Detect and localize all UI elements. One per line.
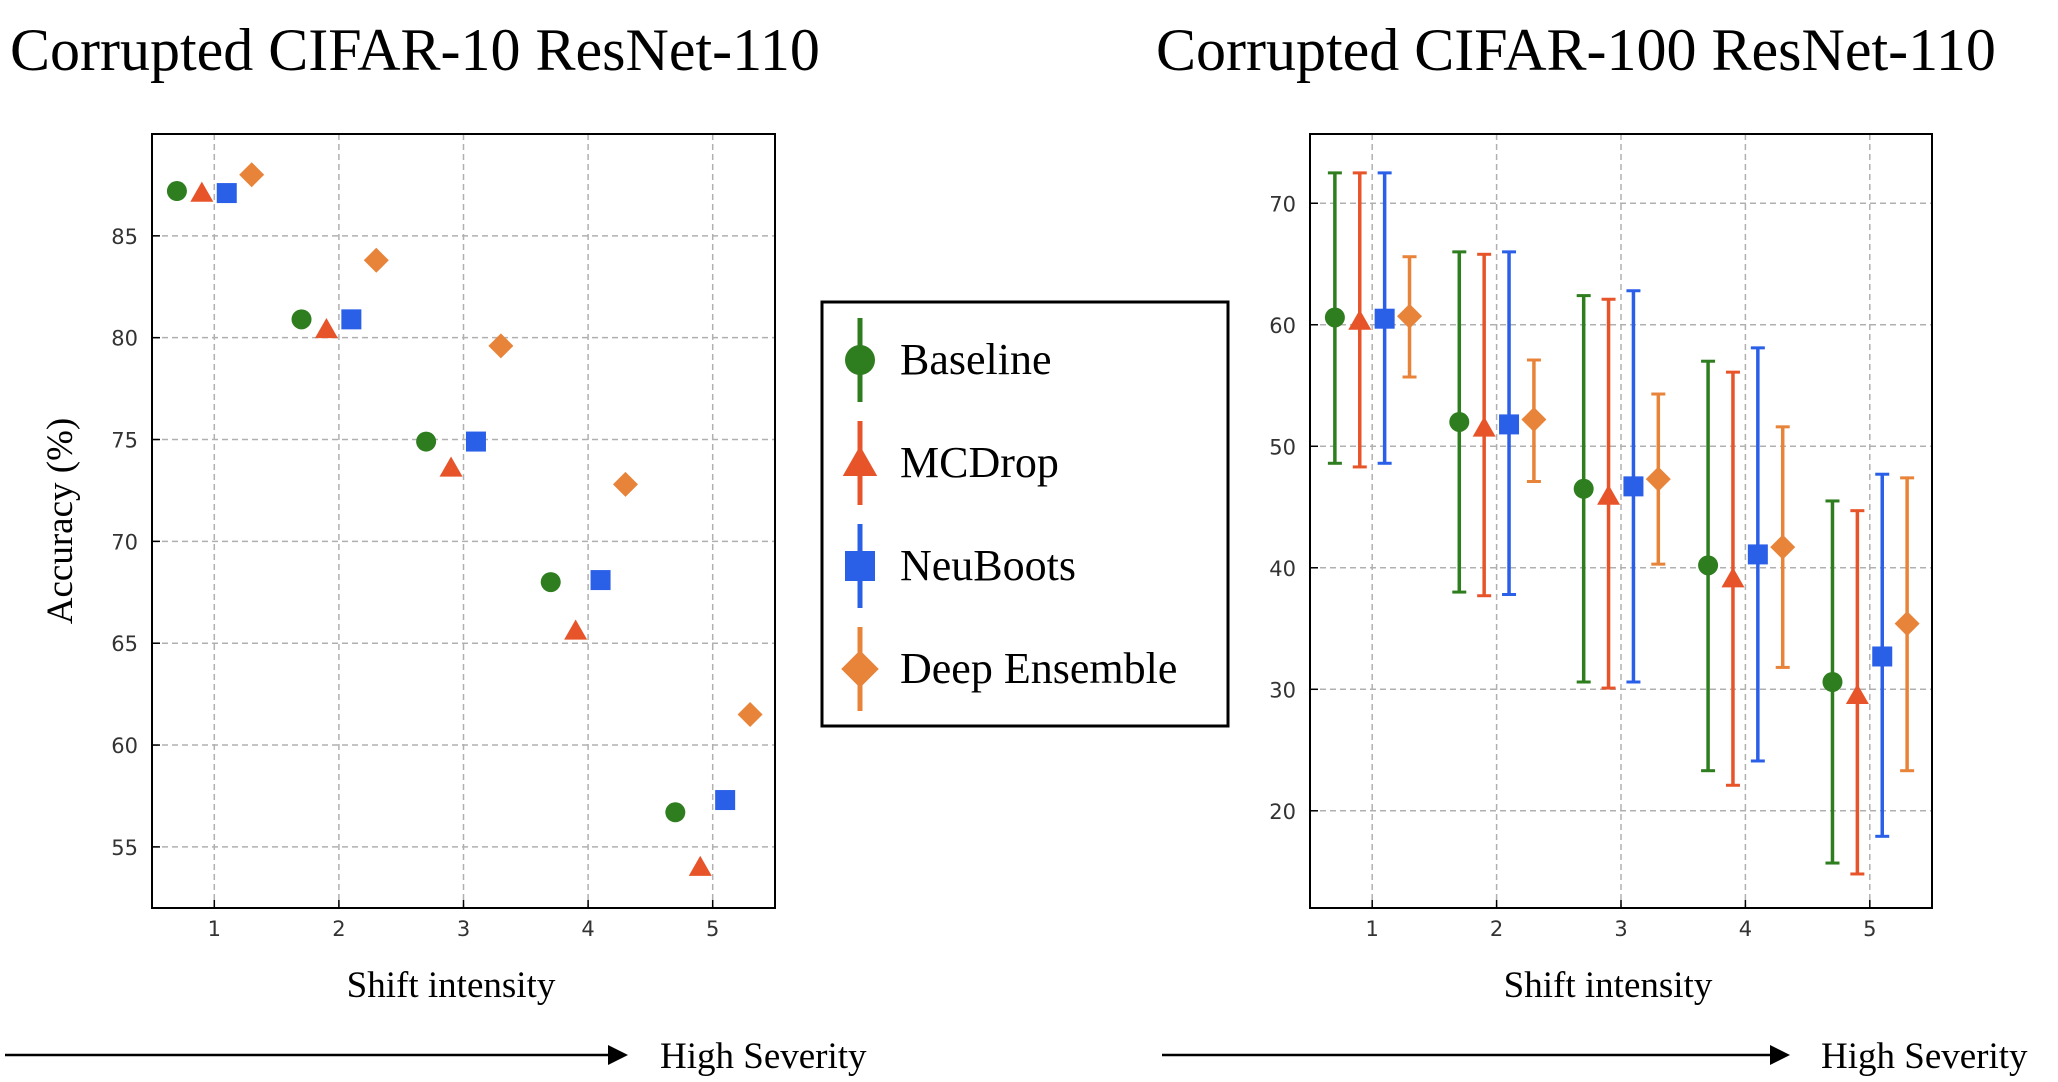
legend-marker-deep-ensemble — [841, 650, 879, 688]
legend-label: NeuBoots — [900, 541, 1076, 590]
data-point-neuboots — [715, 790, 736, 811]
plot-frame — [151, 133, 776, 909]
x-tick-label: 1 — [208, 917, 221, 941]
data-point-deep-ensemble — [363, 247, 389, 273]
legend-item-neuboots: NeuBoots — [845, 524, 1076, 608]
data-point-deep-ensemble — [1645, 466, 1671, 492]
data-point-mcdrop — [1472, 416, 1496, 437]
x-axis-label: Shift intensity — [347, 965, 556, 1006]
data-point-baseline — [1324, 307, 1345, 328]
chart-title: Corrupted CIFAR-10 ResNet-110 — [10, 17, 820, 83]
data-point-mcdrop — [314, 318, 338, 339]
y-tick-label: 60 — [111, 734, 138, 758]
y-tick-label: 40 — [1269, 557, 1296, 581]
legend-marker-neuboots — [845, 551, 875, 581]
legend-item-mcdrop: MCDrop — [842, 421, 1059, 505]
data-point-mcdrop — [688, 855, 712, 876]
x-tick-label: 4 — [1739, 917, 1752, 941]
data-point-baseline — [1573, 478, 1594, 499]
y-tick-label: 75 — [111, 429, 138, 453]
data-point-baseline — [540, 572, 561, 593]
severity-label: High Severity — [660, 1036, 867, 1077]
y-tick-label: 70 — [111, 530, 138, 554]
data-point-deep-ensemble — [1521, 407, 1547, 433]
x-tick-label: 4 — [581, 917, 594, 941]
series-mcdrop — [190, 181, 712, 876]
legend-marker-mcdrop — [842, 445, 878, 476]
data-point-mcdrop — [1597, 484, 1621, 505]
series-neuboots — [216, 183, 736, 811]
data-point-baseline — [416, 431, 437, 452]
legend-item-deep-ensemble: Deep Ensemble — [841, 627, 1177, 711]
data-point-neuboots — [590, 570, 611, 591]
x-tick-label: 2 — [332, 917, 345, 941]
data-point-neuboots — [465, 431, 486, 452]
x-axis-label: Shift intensity — [1504, 965, 1713, 1006]
x-tick-label: 3 — [1614, 917, 1627, 941]
data-point-deep-ensemble — [1770, 534, 1796, 560]
chart-title: Corrupted CIFAR-100 ResNet-110 — [1156, 17, 1996, 83]
data-point-neuboots — [1374, 308, 1395, 329]
data-point-baseline — [166, 181, 187, 202]
legend-label: Deep Ensemble — [900, 644, 1177, 693]
legend-box — [820, 300, 1230, 728]
legend-item-baseline: Baseline — [845, 318, 1052, 402]
plot-frame — [1309, 133, 1933, 909]
data-point-mcdrop — [190, 181, 214, 202]
series-baseline — [166, 181, 686, 823]
data-point-baseline — [1449, 411, 1470, 432]
x-tick-label: 1 — [1366, 917, 1379, 941]
y-tick-label: 65 — [111, 632, 138, 656]
data-point-deep-ensemble — [737, 702, 763, 727]
y-tick-label: 55 — [111, 836, 138, 860]
y-tick-label: 60 — [1269, 314, 1296, 338]
severity-arrow — [5, 1045, 628, 1065]
severity-label: High Severity — [1821, 1036, 2028, 1077]
y-tick-label: 80 — [111, 327, 138, 351]
legend: Baseline MCDrop NeuBoots Deep Ensemble — [820, 300, 1230, 728]
data-point-baseline — [665, 802, 686, 823]
y-tick-label: 85 — [111, 225, 138, 249]
data-point-baseline — [291, 309, 312, 330]
data-point-mcdrop — [1845, 683, 1869, 704]
data-point-neuboots — [341, 309, 362, 330]
data-point-mcdrop — [1721, 567, 1745, 588]
data-point-deep-ensemble — [612, 471, 638, 497]
legend-label: Baseline — [900, 335, 1052, 384]
y-tick-label: 70 — [1269, 192, 1296, 216]
data-point-neuboots — [1499, 414, 1520, 435]
data-point-baseline — [1698, 555, 1719, 576]
data-point-deep-ensemble — [1397, 303, 1423, 329]
legend-marker-baseline — [845, 345, 875, 375]
data-point-neuboots — [1747, 544, 1768, 565]
chart-cifar10: Corrupted CIFAR-10 ResNet-110 1 2 3 4 555606… — [5, 17, 867, 1077]
data-point-deep-ensemble — [488, 333, 514, 359]
x-tick-label: 5 — [706, 917, 719, 941]
data-point-mcdrop — [564, 619, 588, 640]
y-tick-label: 50 — [1269, 435, 1296, 459]
data-point-mcdrop — [1348, 309, 1372, 330]
data-point-baseline — [1822, 671, 1843, 692]
series-mcdrop — [1348, 171, 1869, 876]
data-point-neuboots — [216, 183, 237, 204]
y-tick-label: 20 — [1269, 800, 1296, 824]
legend-label: MCDrop — [900, 438, 1059, 487]
severity-arrow — [1162, 1045, 1790, 1065]
series-deep-ensemble — [239, 162, 763, 727]
data-point-deep-ensemble — [1894, 611, 1920, 637]
x-tick-label: 5 — [1863, 917, 1876, 941]
x-tick-label: 2 — [1490, 917, 1503, 941]
data-point-neuboots — [1623, 476, 1644, 497]
x-tick-label: 3 — [457, 917, 470, 941]
series-baseline — [1324, 171, 1843, 865]
chart-cifar100: Corrupted CIFAR-100 ResNet-110 1 2 3 4 5 20 30… — [1156, 17, 2028, 1077]
data-point-neuboots — [1872, 646, 1893, 667]
series-neuboots — [1374, 171, 1893, 838]
y-tick-label: 30 — [1269, 678, 1296, 702]
series-deep-ensemble — [1397, 255, 1920, 773]
y-axis-label: Accuracy (%) — [40, 418, 81, 624]
data-point-mcdrop — [439, 456, 463, 477]
data-point-deep-ensemble — [239, 162, 265, 188]
